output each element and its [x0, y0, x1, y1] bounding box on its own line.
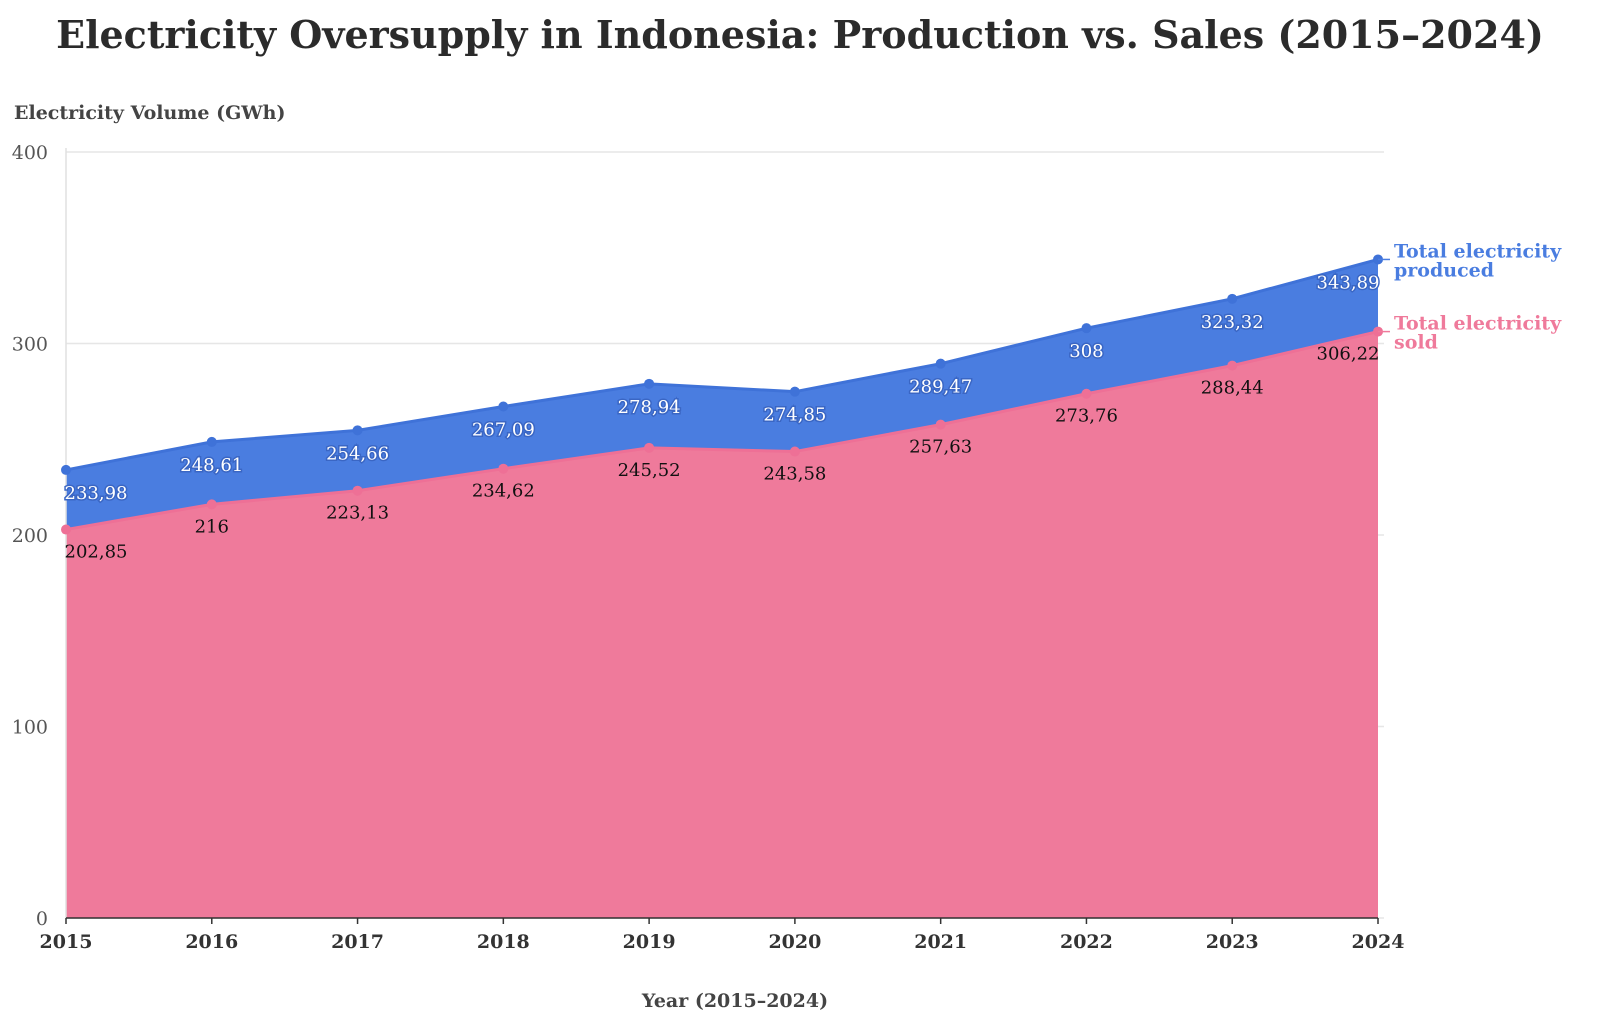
sold-point: [206, 499, 217, 510]
legend-sold-text: Total electricity: [1394, 313, 1562, 335]
chart-title: Electricity Oversupply in Indonesia: Pro…: [56, 12, 1544, 57]
y-tick-label: 300: [12, 334, 48, 356]
legend-sold-text: sold: [1394, 332, 1438, 354]
sold-point: [61, 524, 71, 535]
sold-line: [65, 330, 1379, 532]
produced-data-label: 289,47: [909, 377, 972, 398]
produced-point: [789, 386, 800, 397]
produced-data-label: 343,89: [1317, 272, 1380, 293]
produced-point: [206, 436, 217, 447]
x-tick-label: 2023: [1206, 931, 1259, 953]
x-tick-label: 2018: [477, 931, 530, 953]
sold-point: [935, 419, 946, 430]
legend-produced-text: produced: [1394, 259, 1494, 281]
y-tick-label: 100: [12, 717, 48, 739]
x-tick-label: 2022: [1060, 931, 1113, 953]
sold-point: [789, 446, 800, 457]
sold-data-label: 288,44: [1201, 378, 1264, 399]
sold-point: [498, 463, 509, 474]
label-layer: 233,98 248,61 254,66 267,09 278,94 274,85 289,…: [63, 271, 1381, 563]
x-tick-label: 2021: [914, 931, 967, 953]
sold-point: [1081, 388, 1092, 399]
y-axis-title: Electricity Volume (GWh): [14, 102, 286, 124]
sold-data-label: 243,58: [763, 464, 826, 485]
produced-data-label: 254,66: [326, 443, 389, 464]
x-axis-title: Year (2015–2024): [641, 990, 829, 1012]
sold-point: [644, 442, 655, 453]
sold-point: [1227, 360, 1238, 371]
y-tick-label: 200: [12, 525, 48, 547]
x-tick-label: 2019: [623, 931, 676, 953]
sold-data-label: 245,52: [618, 460, 681, 481]
sold-data-label: 234,62: [472, 481, 535, 502]
produced-point: [1227, 293, 1238, 304]
sold-point: [352, 485, 363, 496]
produced-data-label: 267,09: [472, 420, 535, 441]
produced-point: [498, 401, 509, 412]
legend-produced-text: Total electricity: [1394, 240, 1562, 262]
sold-data-label: 202,85: [65, 542, 128, 563]
produced-data-label: 248,61: [180, 455, 243, 476]
produced-point: [352, 425, 363, 436]
produced-point: [644, 378, 655, 389]
axis-layer: 0 100 200 300 400 2015 2016 2017 2018 2019 2020 202…: [12, 142, 1405, 953]
sold-area: [66, 331, 1378, 918]
x-tick-label: 2017: [331, 931, 384, 953]
sold-data-label: 223,13: [326, 503, 389, 524]
produced-data-label: 323,32: [1201, 312, 1264, 333]
produced-point: [935, 358, 946, 369]
produced-data-label: 233,98: [65, 483, 128, 504]
x-tick-label: 2015: [40, 931, 93, 953]
produced-line: [65, 258, 1379, 472]
sold-data-label: 216: [195, 516, 229, 537]
x-tick-label: 2020: [768, 931, 821, 953]
sold-data-label: 273,76: [1055, 406, 1118, 427]
produced-data-label: 308: [1069, 341, 1103, 362]
sold-data-label: 257,63: [909, 437, 972, 458]
produced-point: [1081, 323, 1092, 334]
y-tick-label: 0: [36, 908, 48, 930]
point-layer: [61, 254, 1383, 535]
produced-data-label: 278,94: [618, 397, 681, 418]
sold-data-label: 306,22: [1317, 344, 1380, 365]
y-tick-label: 400: [12, 142, 48, 164]
area-layer: [65, 258, 1379, 918]
x-tick-label: 2016: [185, 931, 238, 953]
produced-data-label: 274,85: [763, 405, 826, 426]
x-tick-label: 2024: [1352, 931, 1405, 953]
produced-point: [61, 464, 71, 475]
